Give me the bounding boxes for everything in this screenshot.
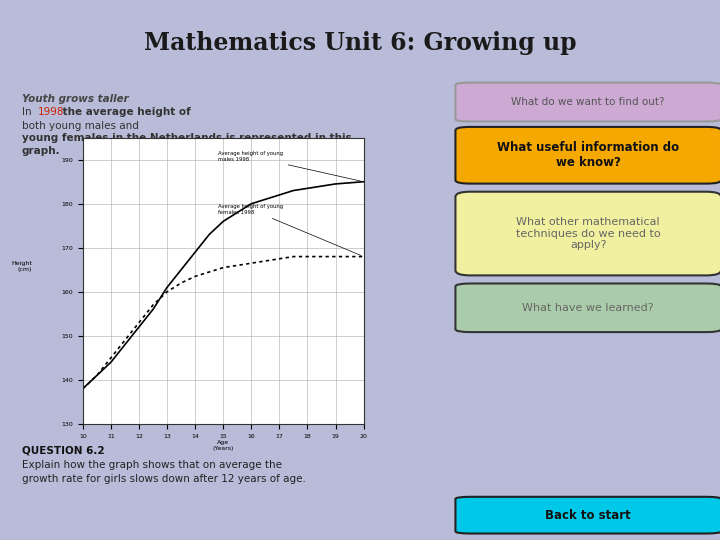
Text: Explain how the graph shows that on average the: Explain how the graph shows that on aver…: [22, 460, 282, 470]
Text: both young males and: both young males and: [22, 121, 139, 131]
Text: In: In: [22, 107, 35, 117]
FancyBboxPatch shape: [456, 284, 720, 332]
Text: What have we learned?: What have we learned?: [523, 303, 654, 313]
Text: What useful information do
we know?: What useful information do we know?: [498, 141, 679, 169]
Text: 1998: 1998: [37, 107, 64, 117]
Text: Average height of young
females 1998: Average height of young females 1998: [217, 204, 361, 255]
Text: What do we want to find out?: What do we want to find out?: [511, 97, 665, 107]
Text: Mathematics Unit 6: Growing up: Mathematics Unit 6: Growing up: [144, 31, 576, 55]
Text: What other mathematical
techniques do we need to
apply?: What other mathematical techniques do we…: [516, 217, 660, 250]
Text: young females in the Netherlands is represented in this: young females in the Netherlands is repr…: [22, 133, 351, 143]
Text: growth rate for girls slows down after 12 years of age.: growth rate for girls slows down after 1…: [22, 474, 306, 483]
FancyBboxPatch shape: [456, 83, 720, 122]
Y-axis label: Height
(cm): Height (cm): [12, 261, 32, 272]
FancyBboxPatch shape: [456, 127, 720, 184]
Text: Back to start: Back to start: [545, 509, 631, 522]
X-axis label: Age
(Years): Age (Years): [212, 440, 234, 451]
Text: the average height of: the average height of: [58, 107, 190, 117]
Text: Youth grows taller: Youth grows taller: [22, 94, 129, 104]
Text: Average height of young
males 1998: Average height of young males 1998: [217, 151, 361, 181]
Text: QUESTION 6.2: QUESTION 6.2: [22, 446, 104, 456]
Text: graph.: graph.: [22, 146, 60, 156]
FancyBboxPatch shape: [456, 497, 720, 534]
FancyBboxPatch shape: [456, 192, 720, 275]
